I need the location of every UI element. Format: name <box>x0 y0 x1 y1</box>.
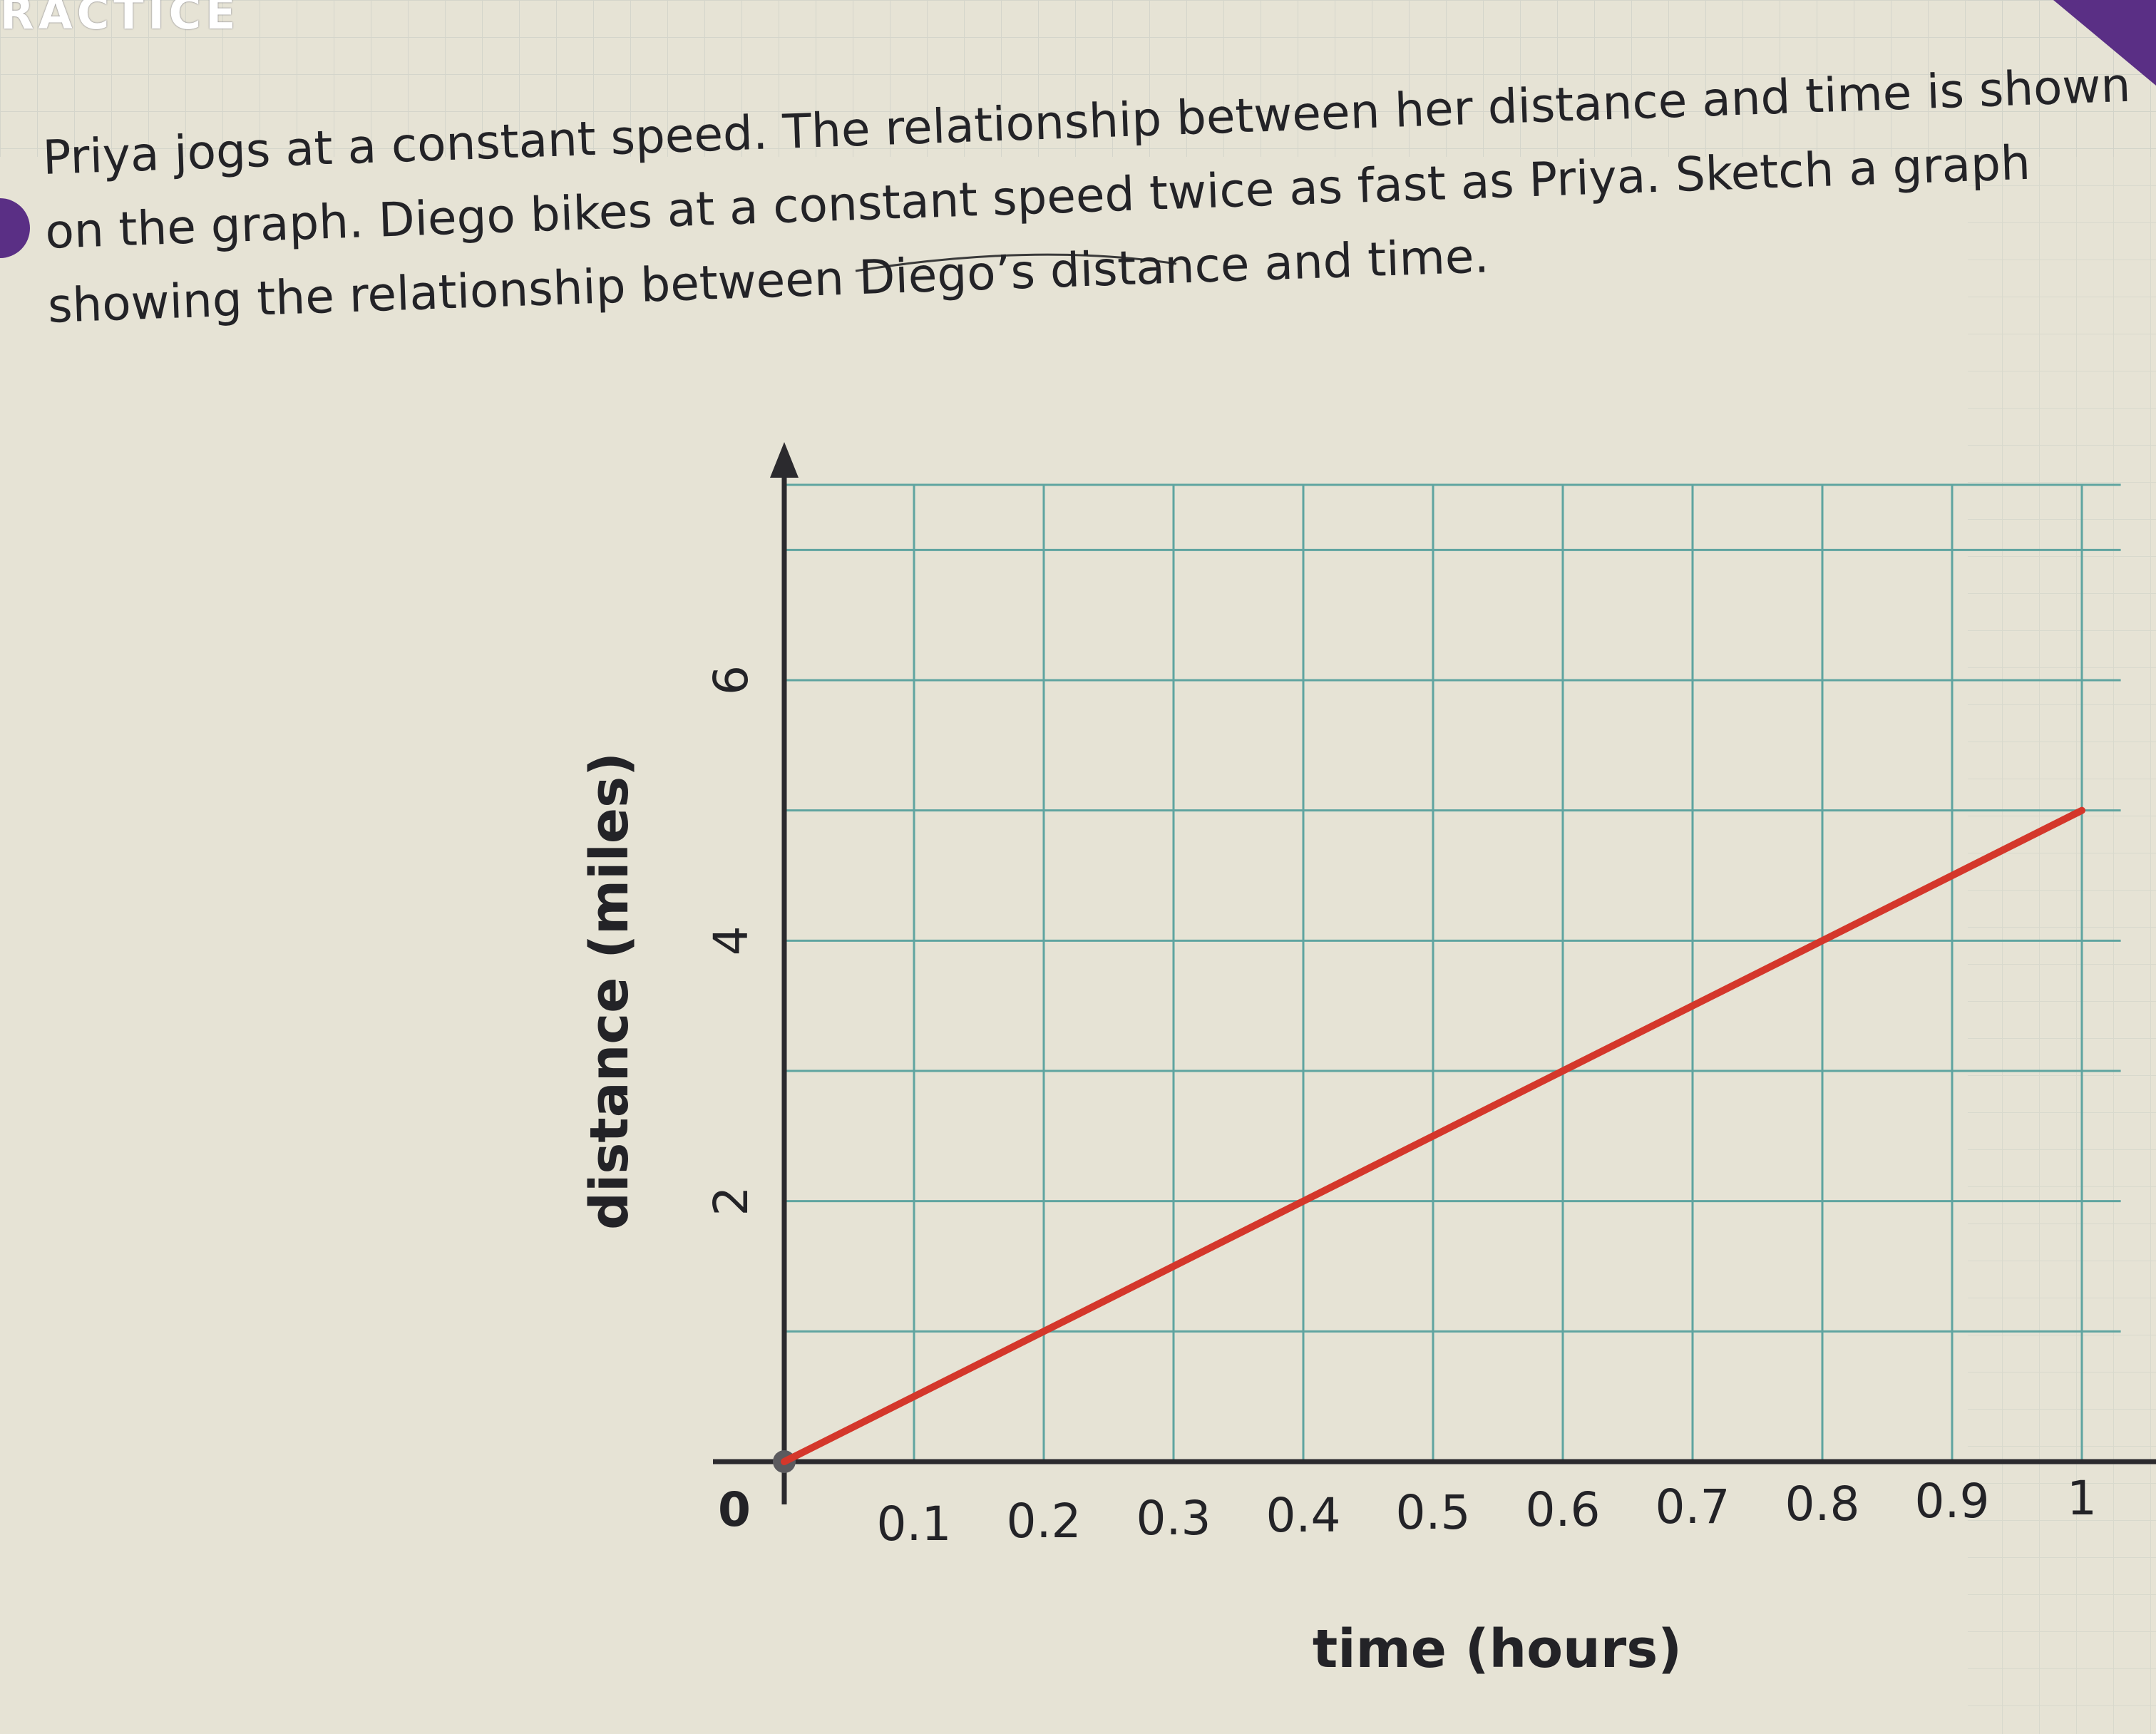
x-tick-label: 1 <box>2067 1471 2097 1526</box>
origin-label: 0 <box>718 1482 751 1537</box>
chart-grid <box>784 483 2121 1462</box>
series-line <box>781 806 2085 1465</box>
x-axis-label: time (hours) <box>1313 1618 1682 1680</box>
right-margin-grid <box>1968 0 2156 1734</box>
header-grid-band <box>0 0 2156 157</box>
x-tick-label: 0.1 <box>877 1497 952 1551</box>
y-tick-label: 2 <box>704 1186 759 1216</box>
pencil-underline <box>855 253 1177 272</box>
section-header: RACTICE <box>0 0 240 39</box>
purple-tab-corner <box>2053 0 2156 86</box>
x-tick-label: 0.2 <box>1007 1494 1082 1549</box>
problem-number-badge <box>0 198 30 258</box>
chart-tick-labels: 0.1 0.2 0.3 0.4 0.5 0.6 0.7 0.8 0.9 1 2 4 6 0 <box>704 665 2097 1551</box>
y-tick-label: 4 <box>704 925 759 955</box>
y-axis-label: distance (miles) <box>579 752 640 1230</box>
y-tick-label: 6 <box>704 665 759 695</box>
chart-series <box>781 806 2085 1465</box>
x-tick-label: 0.6 <box>1526 1482 1601 1537</box>
x-tick-label: 0.3 <box>1136 1491 1211 1546</box>
x-tick-label: 0.4 <box>1266 1488 1341 1543</box>
x-tick-label: 0.5 <box>1396 1485 1471 1540</box>
x-tick-label: 0.9 <box>1915 1474 1990 1529</box>
chart-axes <box>713 442 2156 1504</box>
x-tick-label: 0.7 <box>1655 1479 1730 1534</box>
x-tick-label: 0.8 <box>1785 1477 1860 1532</box>
y-axis-arrow <box>770 442 799 478</box>
